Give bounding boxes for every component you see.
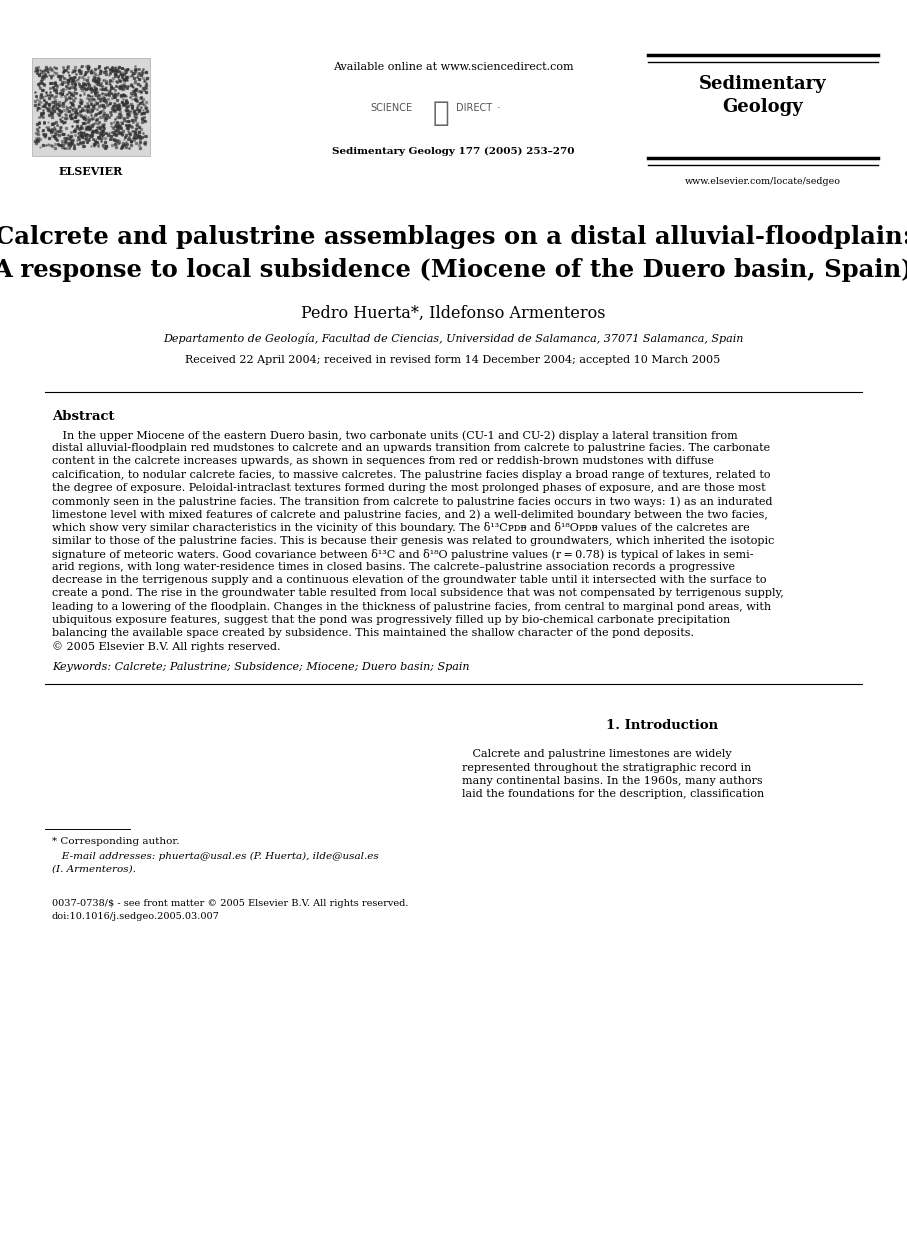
Text: Abstract: Abstract [52, 410, 114, 423]
Text: Sedimentary Geology 177 (2005) 253–270: Sedimentary Geology 177 (2005) 253–270 [332, 147, 574, 156]
Text: balancing the available space created by subsidence. This maintained the shallow: balancing the available space created by… [52, 628, 694, 638]
Text: Departamento de Geología, Facultad de Ciencias, Universidad de Salamanca, 37071 : Departamento de Geología, Facultad de Ci… [163, 333, 743, 344]
Text: ubiquitous exposure features, suggest that the pond was progressively filled up : ubiquitous exposure features, suggest th… [52, 615, 730, 625]
Text: Sedimentary: Sedimentary [699, 76, 827, 93]
Text: which show very similar characteristics in the vicinity of this boundary. The δ¹: which show very similar characteristics … [52, 522, 750, 534]
Text: decrease in the terrigenous supply and a continuous elevation of the groundwater: decrease in the terrigenous supply and a… [52, 576, 766, 586]
Text: represented throughout the stratigraphic record in: represented throughout the stratigraphic… [462, 763, 751, 773]
Text: * Corresponding author.: * Corresponding author. [52, 837, 180, 847]
Text: doi:10.1016/j.sedgeo.2005.03.007: doi:10.1016/j.sedgeo.2005.03.007 [52, 912, 219, 921]
Text: signature of meteoric waters. Good covariance between δ¹³C and δ¹⁸O palustrine v: signature of meteoric waters. Good covar… [52, 548, 754, 560]
Text: Available online at www.sciencedirect.com: Available online at www.sciencedirect.co… [333, 62, 573, 72]
Text: ELSEVIER: ELSEVIER [59, 166, 123, 177]
Text: 0037-0738/$ - see front matter © 2005 Elsevier B.V. All rights reserved.: 0037-0738/$ - see front matter © 2005 El… [52, 899, 408, 909]
Text: Calcrete and palustrine limestones are widely: Calcrete and palustrine limestones are w… [462, 749, 732, 759]
Text: In the upper Miocene of the eastern Duero basin, two carbonate units (CU-1 and C: In the upper Miocene of the eastern Duer… [52, 430, 737, 441]
Text: Pedro Huerta*, Ildefonso Armenteros: Pedro Huerta*, Ildefonso Armenteros [301, 305, 605, 322]
Text: Calcrete and palustrine assemblages on a distal alluvial-floodplain:: Calcrete and palustrine assemblages on a… [0, 225, 907, 249]
Text: A response to local subsidence (Miocene of the Duero basin, Spain): A response to local subsidence (Miocene … [0, 258, 907, 282]
Text: limestone level with mixed features of calcrete and palustrine facies, and 2) a : limestone level with mixed features of c… [52, 509, 768, 520]
Text: content in the calcrete increases upwards, as shown in sequences from red or red: content in the calcrete increases upward… [52, 457, 714, 467]
Text: the degree of exposure. Peloidal-intraclast textures formed during the most prol: the degree of exposure. Peloidal-intracl… [52, 483, 766, 493]
Text: E-mail addresses: phuerta@usal.es (P. Huerta), ilde@usal.es: E-mail addresses: phuerta@usal.es (P. Hu… [52, 852, 379, 860]
Text: leading to a lowering of the floodplain. Changes in the thickness of palustrine : leading to a lowering of the floodplain.… [52, 602, 771, 612]
Text: create a pond. The rise in the groundwater table resulted from local subsidence : create a pond. The rise in the groundwat… [52, 588, 784, 598]
Text: SCIENCE: SCIENCE [370, 103, 412, 113]
Text: Keywords: Calcrete; Palustrine; Subsidence; Miocene; Duero basin; Spain: Keywords: Calcrete; Palustrine; Subsiden… [52, 662, 470, 672]
Text: www.elsevier.com/locate/sedgeo: www.elsevier.com/locate/sedgeo [685, 177, 841, 186]
Text: Received 22 April 2004; received in revised form 14 December 2004; accepted 10 M: Received 22 April 2004; received in revi… [185, 355, 721, 365]
Text: calcification, to nodular calcrete facies, to massive calcretes. The palustrine : calcification, to nodular calcrete facie… [52, 469, 771, 479]
Text: (I. Armenteros).: (I. Armenteros). [52, 864, 136, 873]
Text: DIRECT: DIRECT [456, 103, 493, 113]
Text: commonly seen in the palustrine facies. The transition from calcrete to palustri: commonly seen in the palustrine facies. … [52, 496, 773, 506]
Text: Geology: Geology [723, 98, 804, 116]
Text: laid the foundations for the description, classification: laid the foundations for the description… [462, 789, 765, 799]
Text: distal alluvial-floodplain red mudstones to calcrete and an upwards transition f: distal alluvial-floodplain red mudstones… [52, 443, 770, 453]
Text: © 2005 Elsevier B.V. All rights reserved.: © 2005 Elsevier B.V. All rights reserved… [52, 641, 280, 652]
FancyBboxPatch shape [32, 58, 150, 156]
Text: ⓐ: ⓐ [433, 99, 449, 128]
Text: ·: · [497, 103, 501, 113]
Text: 1. Introduction: 1. Introduction [606, 719, 718, 733]
Text: similar to those of the palustrine facies. This is because their genesis was rel: similar to those of the palustrine facie… [52, 536, 775, 546]
Text: arid regions, with long water-residence times in closed basins. The calcrete–pal: arid regions, with long water-residence … [52, 562, 735, 572]
Text: many continental basins. In the 1960s, many authors: many continental basins. In the 1960s, m… [462, 776, 763, 786]
